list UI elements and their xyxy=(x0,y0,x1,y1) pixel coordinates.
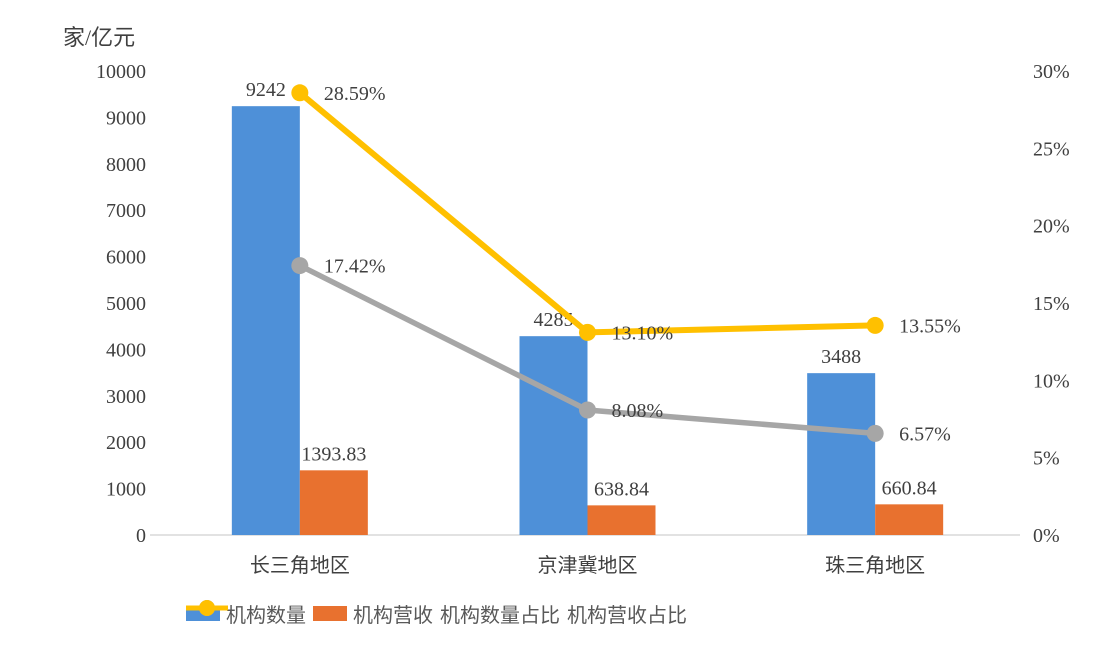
right-axis-tick-label: 5% xyxy=(1033,448,1060,470)
legend-line-marker-icon xyxy=(186,600,228,616)
left-axis-tick-label: 6000 xyxy=(106,247,146,269)
left-axis-tick-label: 4000 xyxy=(106,339,146,361)
bar-data-label: 3488 xyxy=(821,346,861,368)
right-axis-tick-label: 25% xyxy=(1033,138,1070,160)
left-axis-tick-label: 0 xyxy=(136,525,146,547)
line-data-label: 13.55% xyxy=(899,315,961,337)
right-axis-tick-label: 0% xyxy=(1033,525,1060,547)
right-axis-tick-label: 20% xyxy=(1033,216,1070,238)
bar-data-label: 638.84 xyxy=(594,478,649,500)
right-axis-tick-label: 15% xyxy=(1033,293,1070,315)
category-label: 长三角地区 xyxy=(250,554,350,577)
bar-机构数量 xyxy=(519,336,588,535)
marker-机构数量占比 xyxy=(291,257,309,275)
legend-item: 机构营收占比 xyxy=(186,599,687,628)
bar-机构营收 xyxy=(587,505,656,535)
left-axis-title: 家/亿元 xyxy=(63,25,136,50)
marker-机构营收占比 xyxy=(866,316,884,334)
marker-机构营收占比 xyxy=(579,323,596,341)
left-axis-tick-label: 2000 xyxy=(106,432,146,454)
marker-机构营收占比 xyxy=(291,84,309,102)
left-axis-tick-label: 7000 xyxy=(106,200,146,222)
bar-机构数量 xyxy=(231,106,300,535)
line-机构营收占比 xyxy=(296,89,879,336)
bar-机构营收 xyxy=(875,504,944,535)
left-axis-tick-label: 3000 xyxy=(106,386,146,408)
marker-机构数量占比 xyxy=(579,401,596,419)
line-data-label: 17.42% xyxy=(324,256,386,278)
category-label: 京津冀地区 xyxy=(538,554,638,577)
bar-data-label: 660.84 xyxy=(882,477,937,499)
category-label: 珠三角地区 xyxy=(825,554,925,577)
line-data-label: 13.10% xyxy=(612,322,674,344)
right-axis-tick-label: 10% xyxy=(1033,370,1070,392)
legend-label: 机构数量 xyxy=(226,605,306,627)
bar-data-label: 1393.83 xyxy=(301,443,366,465)
legend-label: 机构数量占比 xyxy=(440,605,560,627)
line-data-label: 6.57% xyxy=(899,423,951,445)
left-axis-tick-label: 10000 xyxy=(96,61,146,83)
legend-label: 机构营收占比 xyxy=(567,605,687,627)
legend-label: 机构营收 xyxy=(353,605,433,627)
bar-data-label: 9242 xyxy=(246,79,286,101)
left-axis-tick-label: 8000 xyxy=(106,154,146,176)
legend-item: 机构数量占比 xyxy=(186,599,560,628)
right-axis-tick-label: 30% xyxy=(1033,61,1070,83)
left-axis-tick-label: 9000 xyxy=(106,107,146,129)
legend-bar-swatch-icon xyxy=(313,606,347,621)
bar-机构数量 xyxy=(807,373,876,535)
left-axis-tick-label: 5000 xyxy=(106,293,146,315)
left-axis-tick-label: 1000 xyxy=(106,479,146,501)
legend-item: 机构营收 xyxy=(313,599,433,628)
bar-机构营收 xyxy=(299,470,368,535)
line-data-label: 8.08% xyxy=(612,400,664,422)
line-data-label: 28.59% xyxy=(324,83,386,105)
marker-机构数量占比 xyxy=(866,424,884,442)
legend: 机构数量 机构营收 机构数量占比 机构营收占比 xyxy=(186,599,687,628)
